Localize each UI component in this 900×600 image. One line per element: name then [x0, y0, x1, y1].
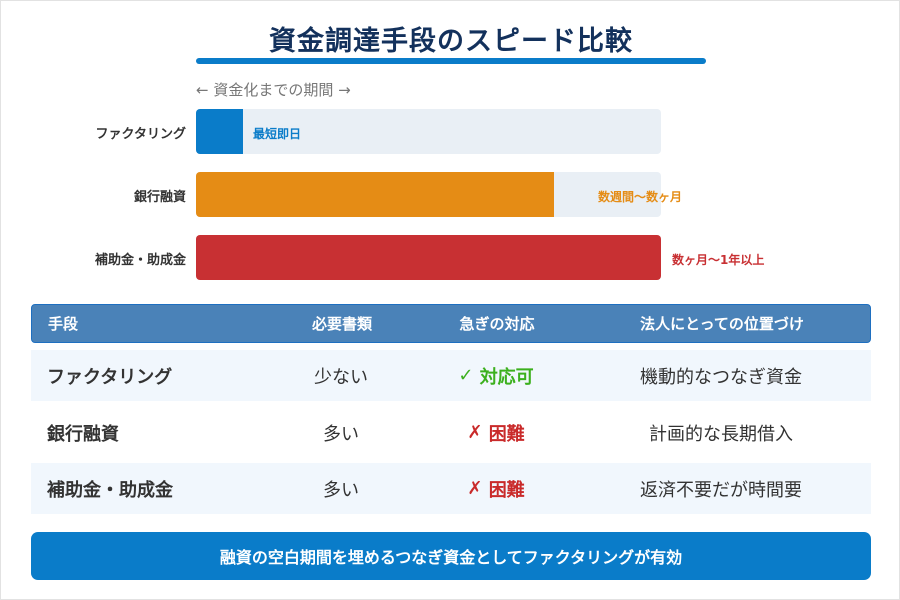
cell-docs: 少ない [314, 366, 368, 388]
cell-urgency: ✓ 対応可 [421, 350, 571, 401]
header-urgency: 急ぎの対応 [459, 315, 535, 333]
bar-label: 補助金・助成金 [94, 253, 186, 268]
urgency-text: 困難 [488, 423, 525, 445]
table-row: 銀行融資 多い ✗ 困難 計画的な長期借入 [31, 407, 871, 458]
bar-label: ファクタリング [95, 127, 186, 142]
cell-method: 銀行融資 [47, 423, 119, 445]
table-header: 手段 必要書類 急ぎの対応 法人にとっての位置づけ [31, 304, 871, 343]
title-underline [196, 58, 706, 64]
cell-docs: 多い [323, 479, 359, 501]
check-icon: ✓ [458, 365, 474, 386]
cross-icon: ✗ [467, 478, 483, 499]
cell-position: 計画的な長期借入 [649, 423, 793, 445]
bar-track [196, 235, 661, 280]
urgency-text: 困難 [488, 479, 525, 501]
axis-label: ← 資金化までの期間 → [196, 81, 351, 99]
cell-docs: 多い [323, 423, 359, 445]
cell-method: ファクタリング [47, 366, 173, 388]
bar-label: 銀行融資 [133, 190, 186, 205]
conclusion-banner: 融資の空白期間を埋めるつなぎ資金としてファクタリングが有効 [31, 532, 871, 580]
header-docs: 必要書類 [311, 315, 372, 333]
cross-icon: ✗ [467, 422, 483, 443]
table-row: 補助金・助成金 多い ✗ 困難 返済不要だが時間要 [31, 463, 871, 514]
cell-urgency: ✗ 困難 [421, 463, 571, 514]
urgency-text: 対応可 [479, 366, 534, 388]
cell-urgency: ✗ 困難 [421, 407, 571, 458]
bar-fill [196, 109, 243, 154]
cell-position: 機動的なつなぎ資金 [640, 366, 802, 388]
header-method: 手段 [48, 315, 79, 333]
page-title: 資金調達手段のスピード比較 [269, 26, 633, 57]
bar-track [196, 172, 661, 217]
bar-fill [196, 172, 555, 217]
bar-track [196, 109, 661, 154]
table-row: ファクタリング 少ない ✓ 対応可 機動的なつなぎ資金 [31, 350, 871, 401]
bar-value-label: 数週間〜数ヶ月 [598, 190, 683, 204]
bar-value-label: 最短即日 [253, 127, 302, 141]
cell-method: 補助金・助成金 [47, 479, 173, 501]
bar-fill [196, 235, 661, 280]
cell-position: 返済不要だが時間要 [640, 479, 802, 501]
header-position: 法人にとっての位置づけ [640, 315, 804, 333]
bar-value-label: 数ヶ月〜1年以上 [672, 253, 765, 267]
